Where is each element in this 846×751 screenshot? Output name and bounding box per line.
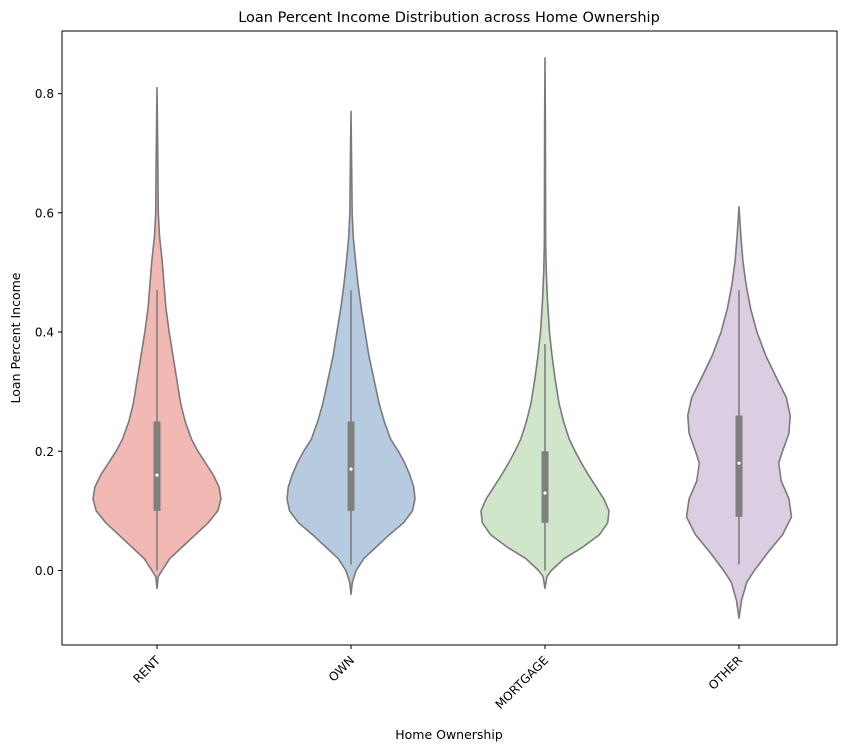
violin-median-dot [349, 467, 353, 471]
y-tick-label: 0.2 [35, 445, 54, 459]
violin-median-dot [155, 473, 159, 477]
violin-body [480, 57, 610, 590]
y-tick-label: 0.8 [35, 87, 54, 101]
y-tick-label: 0.4 [35, 326, 54, 340]
chart-title: Loan Percent Income Distribution across … [238, 10, 660, 26]
y-tick-label: 0.0 [35, 564, 54, 578]
y-axis-label: Loan Percent Income [8, 272, 23, 403]
violin-median-dot [543, 491, 547, 495]
violin-rent [92, 86, 222, 590]
x-tick-label: OTHER [706, 653, 745, 692]
x-axis-label: Home Ownership [395, 727, 503, 742]
x-tick-label: RENT [130, 653, 163, 686]
violin-mortgage [480, 57, 610, 590]
violin-other [685, 206, 793, 619]
x-axis: RENT OWN MORTGAGE OTHER [130, 645, 745, 712]
violin-median-dot [737, 461, 741, 465]
violins [92, 57, 793, 619]
y-tick-label: 0.6 [35, 206, 54, 220]
x-tick-label: MORTGAGE [493, 653, 552, 712]
violin-iqr-box [735, 415, 743, 517]
y-axis: 0.0 0.2 0.4 0.6 0.8 [35, 87, 62, 578]
violin-iqr-box [541, 451, 549, 523]
violin-iqr-box [153, 421, 161, 511]
violin-iqr-box [347, 421, 355, 511]
violin-own [286, 110, 416, 596]
x-tick-label: OWN [326, 653, 357, 684]
